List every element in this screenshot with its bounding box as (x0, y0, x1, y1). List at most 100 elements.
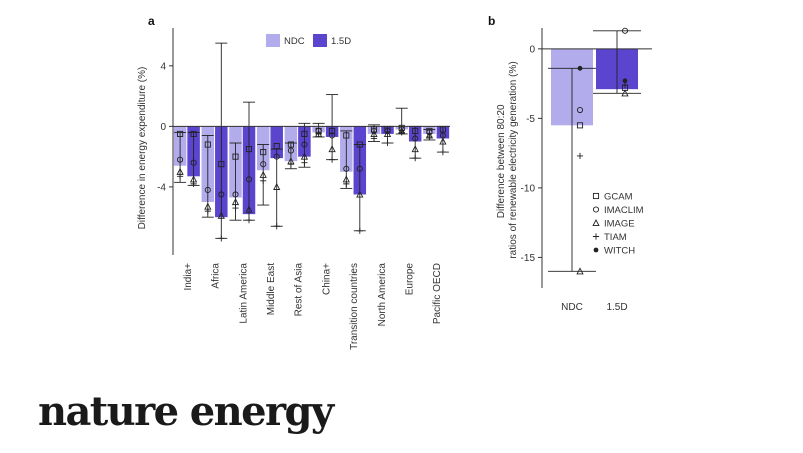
marker-1-5d-transition-countries-3 (356, 227, 363, 234)
category-label-middle-east: Middle East (266, 263, 277, 315)
legend-label-witch: WITCH (604, 246, 635, 257)
category-label-india: India+ (183, 263, 194, 291)
marker-ndc-middle-east-0 (260, 149, 267, 156)
marker-ndc-tiam (576, 152, 584, 160)
legend-label-imaclim: IMACLIM (604, 205, 644, 216)
legend-label-gcam: GCAM (604, 192, 633, 203)
marker-1-5d-transition-countries-0 (356, 141, 363, 148)
marker-1-5d-transition-countries-2 (356, 190, 364, 198)
marker-1-5d-india-0 (190, 130, 197, 137)
marker-ndc-north-america-3 (370, 135, 378, 142)
marker-ndc-latin-america-2 (231, 198, 240, 206)
marker-1-5d-rest-of-asia-2 (300, 152, 309, 160)
marker-1-5d-europe-3 (412, 155, 419, 162)
marker-1-5d-africa-3 (218, 235, 225, 242)
category-label-transition-countries: Transition countries (349, 263, 360, 350)
category-label-china: China+ (321, 263, 332, 295)
marker-1-5d-rest-of-asia-0 (301, 130, 308, 137)
marker-1-5d-imaclim (621, 27, 629, 34)
marker-1-5d-china-3 (329, 156, 336, 163)
marker-1-5d-europe-0 (412, 127, 419, 134)
marker-ndc-india-1 (177, 156, 184, 163)
marker-1-5d-north-america-1 (384, 127, 391, 134)
panel-a-ytick-label-4: -4 (157, 182, 166, 193)
marker-ndc-rest-of-asia-1 (287, 147, 294, 154)
panel-b-ytick-label-5: -5 (526, 114, 535, 125)
marker-ndc-north-america-1 (370, 127, 378, 134)
marker-1-5d-india-3 (190, 180, 197, 187)
panel-a-ytick-label-0: 0 (160, 122, 166, 133)
marker-ndc-china-3 (315, 130, 322, 138)
legend-label-tiam: TIAM (604, 232, 627, 243)
marker-1-5d-india-1 (190, 159, 197, 166)
marker-1-5d-africa-1 (218, 191, 225, 198)
marker-ndc-india-0 (177, 130, 184, 137)
marker-1-5d-africa-0 (218, 161, 225, 168)
marker-ndc-image (576, 267, 584, 275)
marker-ndc-transition-countries-0 (343, 132, 350, 139)
panel-a-ytick-label-4: 4 (160, 61, 166, 72)
marker-1-5d-latin-america-2 (245, 205, 253, 213)
marker-ndc-transition-countries-1 (343, 165, 350, 172)
marker-1-5d-north-america-3 (384, 139, 391, 147)
marker-ndc-africa-1 (204, 186, 211, 193)
category-label-europe: Europe (404, 263, 415, 296)
category-label-africa: Africa (211, 263, 222, 289)
legend-ndc-label: NDC (284, 36, 305, 47)
bar-1-5d-middle-east (270, 126, 283, 159)
legend-15d-swatch (313, 34, 327, 47)
category-label-1-5d: 1.5D (606, 302, 627, 313)
marker-1-5d-north-america-2 (383, 129, 392, 137)
marker-1-5d-rest-of-asia-1 (301, 141, 308, 148)
panel-a-y-axis-label: Difference in energy expenditure (%) (137, 67, 148, 230)
panel-a-label: a (148, 14, 155, 28)
marker-ndc-latin-america-3 (232, 204, 239, 212)
panel-b-y-axis-label-line1: Difference between 80:20 (496, 104, 507, 218)
legend-label-image: IMAGE (604, 219, 635, 230)
panel-a-chart: a Difference in energy expenditure (%) 4… (137, 14, 450, 350)
marker-ndc-imaclim (576, 106, 584, 114)
legend-marker-imaclim (592, 206, 600, 213)
panel-b-ytick-label-10: -10 (521, 183, 536, 194)
legend-marker-witch (593, 247, 599, 253)
panel-b-ytick-label-15: -15 (521, 253, 536, 264)
marker-ndc-middle-east-3 (260, 177, 267, 184)
marker-1-5d-latin-america-3 (245, 217, 253, 224)
marker-1-5d-transition-countries-1 (356, 165, 363, 172)
panel-b-ytick-label-0: 0 (529, 44, 535, 55)
marker-ndc-middle-east-2 (259, 170, 267, 178)
legend-marker-image (592, 219, 600, 227)
marker-1-5d-middle-east-0 (273, 142, 280, 150)
marker-1-5d-pacific-oecd-3 (439, 148, 446, 156)
marker-1-5d-witch (622, 78, 628, 84)
category-label-latin-america: Latin America (238, 263, 249, 324)
marker-1-5d-middle-east-3 (273, 223, 280, 230)
category-label-ndc: NDC (561, 302, 583, 313)
marker-1-5d-china-1 (329, 132, 336, 139)
marker-ndc-transition-countries-3 (343, 180, 350, 187)
panel-b-y-axis-label: Difference between 80:20 ratios of renew… (496, 61, 519, 258)
category-label-pacific-oecd: Pacific OECD (432, 263, 443, 324)
marker-1-5d-latin-america-0 (245, 146, 253, 153)
legend-15d-label: 1.5D (331, 36, 351, 47)
marker-1-5d-china-0 (329, 127, 336, 134)
marker-1-5d-china-2 (328, 145, 336, 153)
marker-ndc-europe-3 (398, 129, 405, 136)
marker-ndc-gcam (576, 122, 584, 129)
marker-ndc-africa-3 (204, 208, 211, 215)
marker-1-5d-middle-east-1 (273, 153, 280, 160)
marker-ndc-latin-america-0 (232, 153, 239, 160)
marker-1-5d-africa-2 (217, 211, 225, 219)
category-label-north-america: North America (377, 263, 388, 327)
marker-1-5d-europe-1 (412, 135, 419, 142)
marker-1-5d-image (621, 89, 629, 97)
marker-ndc-middle-east-1 (260, 161, 267, 168)
legend-ndc-swatch (266, 34, 280, 47)
panel-b-chart: b Difference between 80:20 ratios of ren… (488, 14, 652, 313)
journal-logo: nature energy (38, 388, 334, 435)
category-label-rest-of-asia: Rest of Asia (294, 263, 305, 317)
marker-ndc-africa-0 (204, 141, 211, 148)
legend-marker-gcam (592, 192, 600, 200)
marker-1-5d-rest-of-asia-3 (301, 159, 308, 166)
